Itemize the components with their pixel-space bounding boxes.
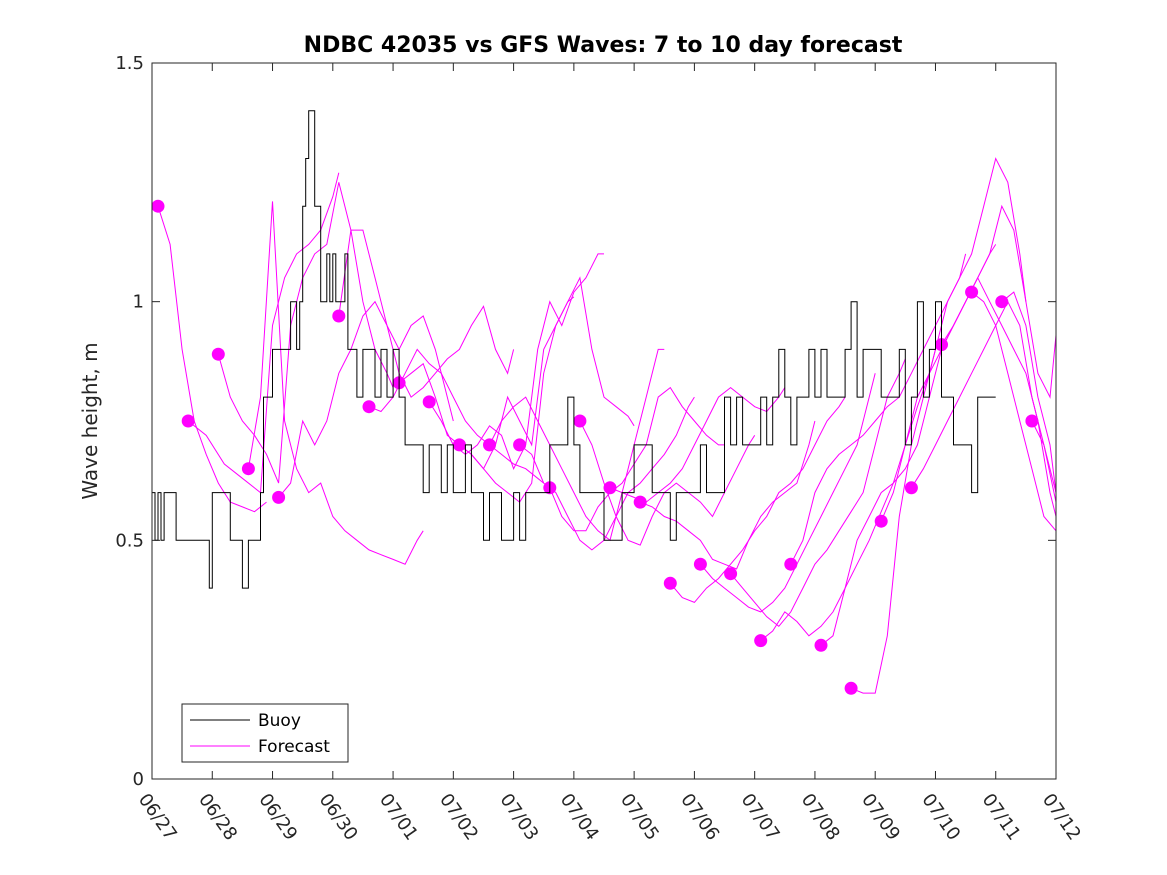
axes-box — [151, 62, 1057, 780]
forecast-start-point-27 — [965, 285, 979, 299]
forecast-start-point-18 — [693, 557, 707, 571]
forecast-start-point-15 — [603, 481, 617, 495]
forecast-start-point-22 — [814, 638, 828, 652]
plot-background — [152, 63, 1056, 779]
forecast-start-point-17 — [663, 576, 677, 590]
buoy-line — [152, 110, 996, 589]
forecast-start-point-24 — [874, 514, 888, 528]
forecast-start-point-12 — [513, 438, 527, 452]
legend-box — [181, 703, 349, 763]
forecast-start-point-4 — [241, 462, 255, 476]
forecast-start-point-21 — [784, 557, 798, 571]
legend-label-forecast: Forecast — [258, 737, 330, 757]
forecast-start-point-5 — [272, 490, 286, 504]
forecast-line-19 — [730, 358, 906, 627]
forecast-start-point-29 — [1025, 414, 1039, 428]
forecast-start-point-25 — [904, 481, 918, 495]
forecast-line-2 — [187, 172, 340, 494]
forecast-line-5 — [278, 300, 454, 498]
forecast-line-11 — [489, 348, 665, 542]
forecast-start-point-6 — [332, 309, 346, 323]
forecast-start-point-14 — [573, 414, 587, 428]
legend-label-buoy: Buoy — [258, 711, 301, 731]
forecast-line-10 — [459, 276, 635, 503]
forecast-start-point-1 — [151, 199, 165, 213]
forecast-start-point-23 — [844, 681, 858, 695]
forecast-line-4 — [247, 201, 424, 565]
forecast-start-point-10 — [452, 438, 466, 452]
y-tick-label: 0.5 — [115, 530, 144, 551]
plot-area: 00.511.506/27 06/28 06/29 06/30 07/01 07/02 07… — [115, 53, 1085, 844]
y-axis-label: Wave height, m — [78, 342, 102, 499]
chart-title: NDBC 42035 vs GFS Waves: 7 to 10 day for… — [304, 33, 903, 58]
forecast-start-point-7 — [362, 400, 376, 414]
forecast-line-14 — [579, 420, 756, 546]
series-layer — [151, 110, 1057, 695]
y-tick-label: 0 — [133, 769, 144, 790]
forecast-line-18 — [700, 373, 876, 613]
forecast-start-point-19 — [724, 567, 738, 581]
forecast-line-1 — [157, 206, 267, 513]
forecast-start-point-20 — [754, 634, 768, 648]
forecast-start-point-28 — [995, 295, 1009, 309]
forecast-line-28 — [1001, 291, 1057, 493]
forecast-line-29 — [1031, 420, 1057, 503]
forecast-start-point-3 — [211, 347, 225, 361]
forecast-start-point-11 — [483, 438, 496, 452]
forecast-line-26 — [941, 276, 1057, 517]
forecast-start-point-2 — [181, 414, 195, 428]
forecast-start-point-16 — [633, 495, 647, 509]
forecast-line-3 — [217, 182, 394, 484]
y-tick-label: 1 — [133, 292, 144, 313]
legend: Buoy Forecast — [181, 703, 349, 763]
forecast-line-17 — [669, 396, 846, 603]
y-tick-label: 1.5 — [115, 53, 144, 74]
forecast-start-point-9 — [422, 395, 436, 409]
forecast-line-8 — [398, 296, 575, 470]
forecast-line-27 — [971, 291, 1057, 532]
forecast-line-13 — [549, 386, 725, 532]
